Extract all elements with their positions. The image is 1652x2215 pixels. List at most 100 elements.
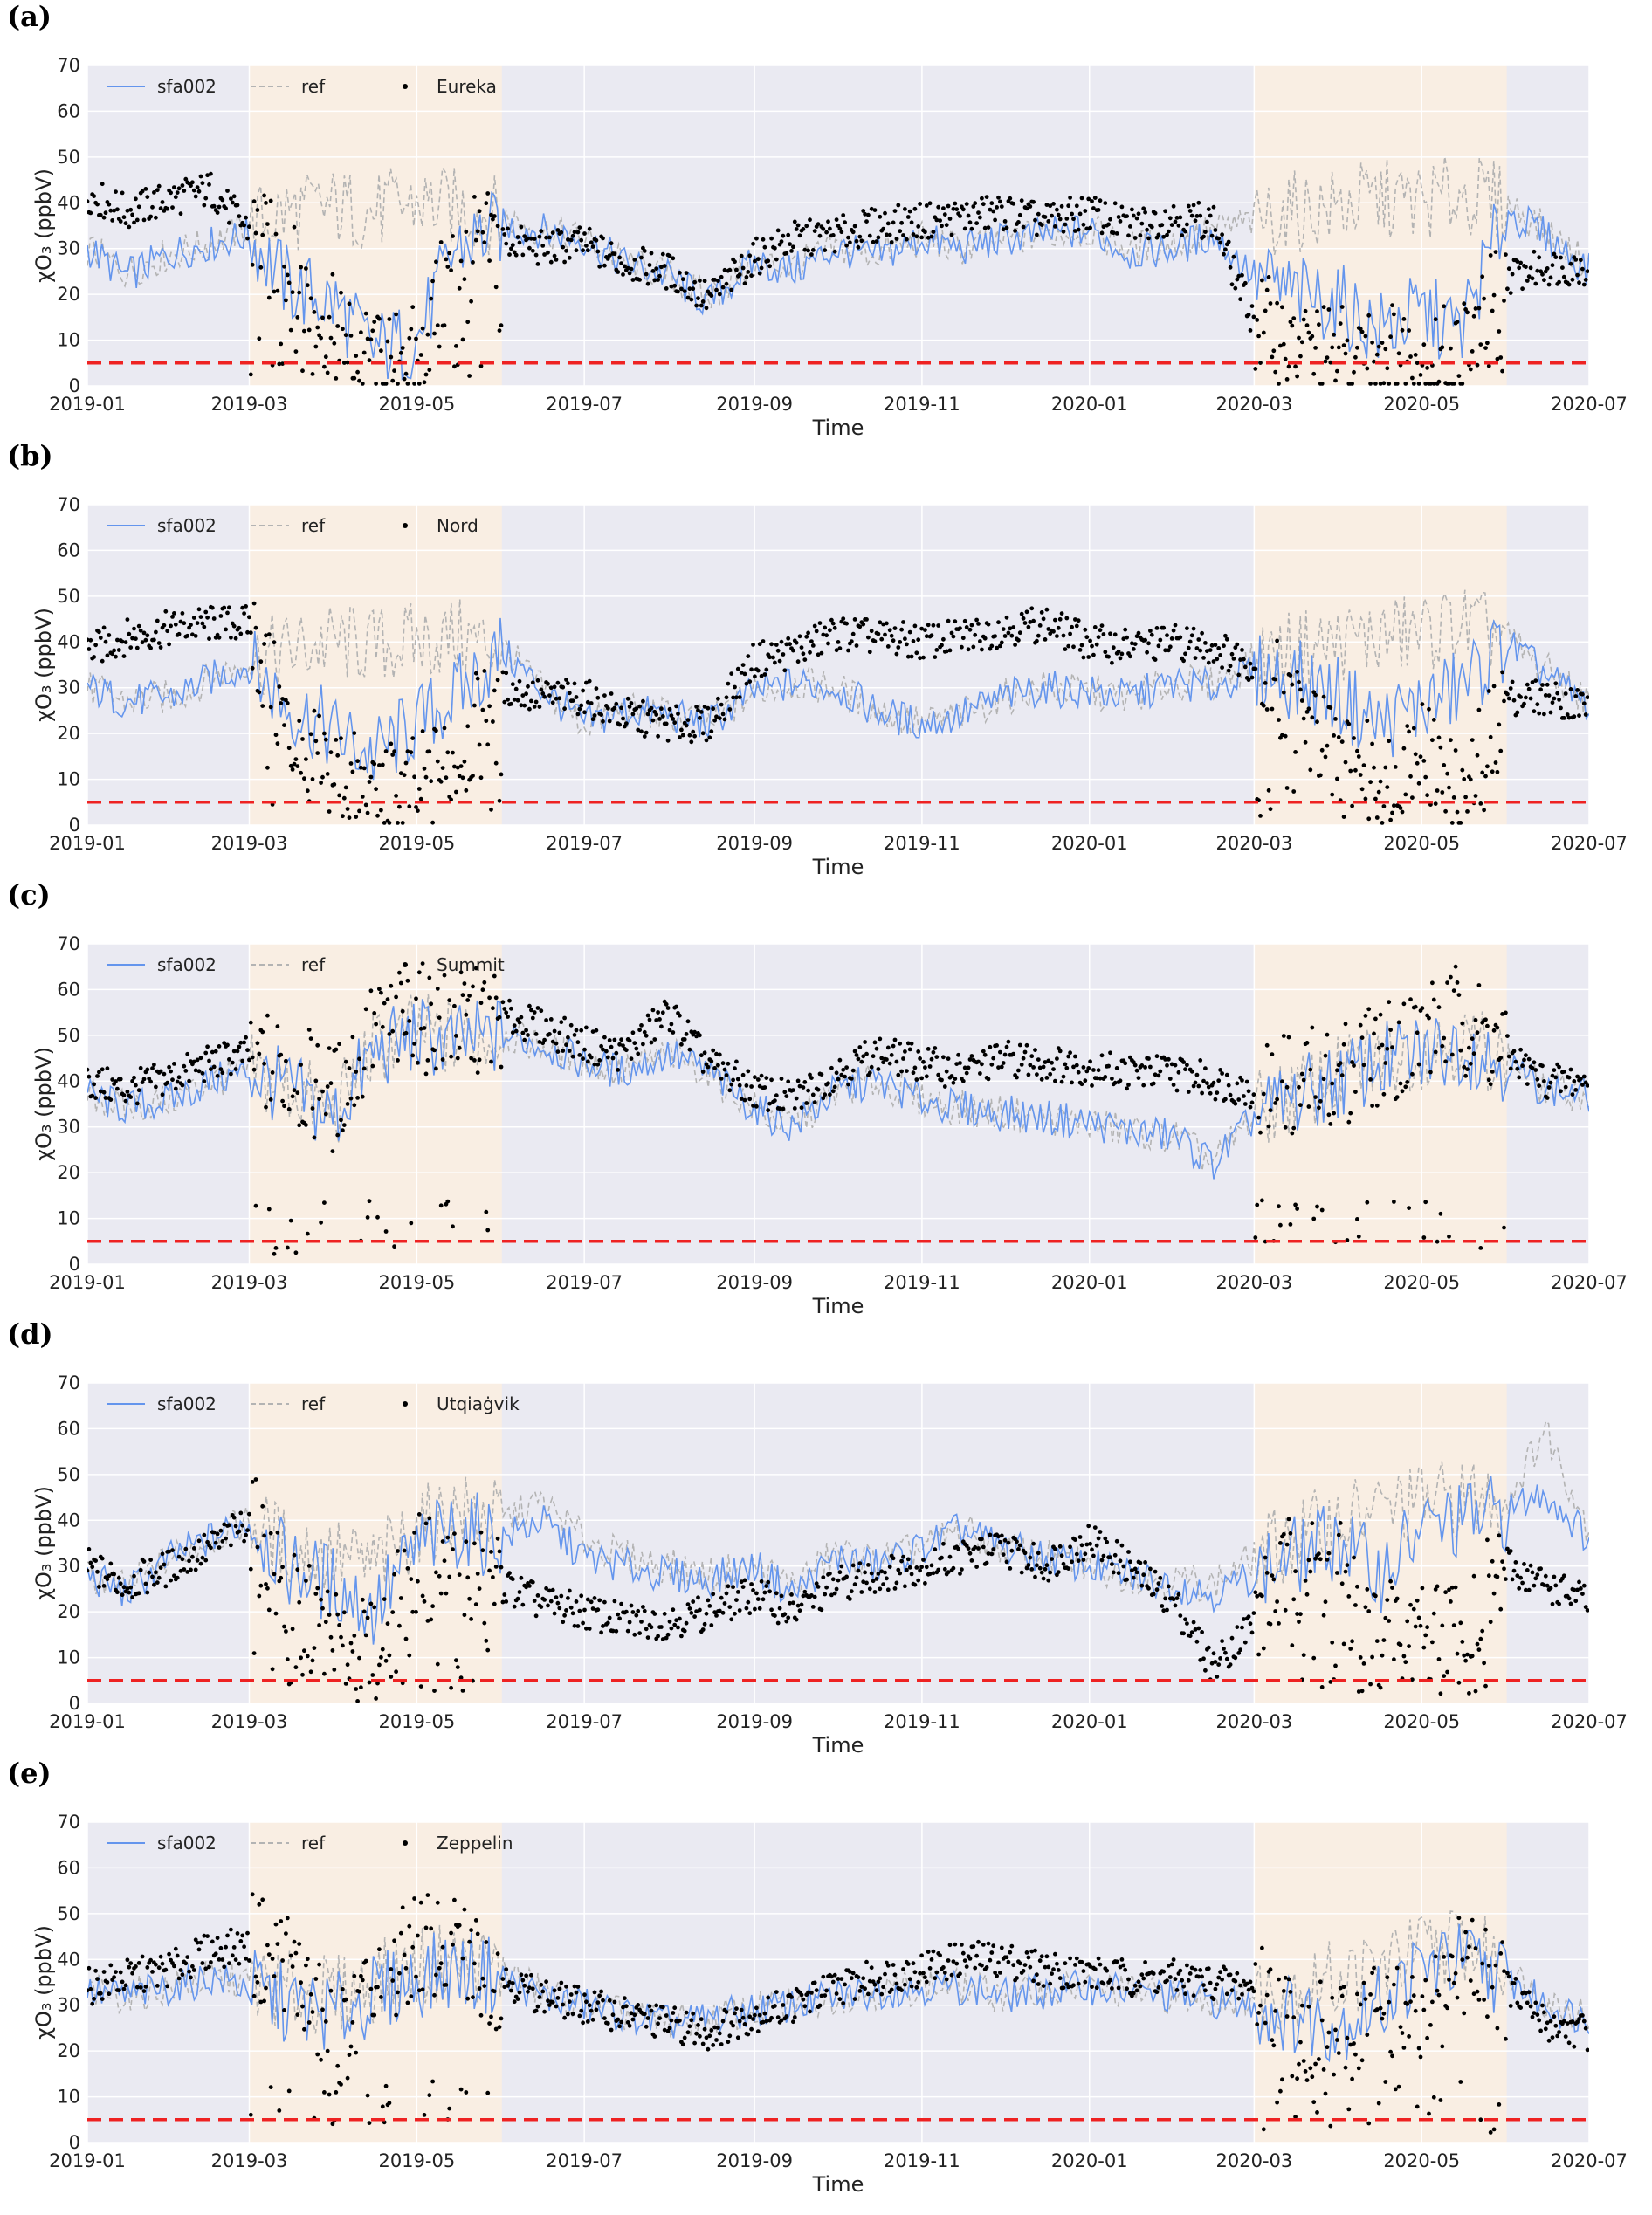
obs-point (625, 265, 630, 271)
obs-point (1057, 1544, 1063, 1549)
obs-point (921, 1558, 926, 1562)
obs-point (1533, 2000, 1538, 2005)
obs-point (264, 1985, 268, 1991)
obs-point (1206, 1966, 1211, 1971)
obs-point (1321, 2067, 1326, 2072)
obs-point (120, 1979, 125, 1985)
obs-point (343, 333, 348, 338)
obs-point (1076, 1070, 1081, 1075)
obs-point (1213, 228, 1218, 232)
obs-point (264, 1582, 268, 1586)
obs-point (844, 243, 849, 248)
series-ref (87, 589, 1589, 736)
obs-point (1405, 1080, 1410, 1084)
obs-point (647, 263, 652, 267)
obs-point (148, 214, 154, 219)
obs-point (1264, 707, 1270, 712)
obs-point (854, 1575, 859, 1580)
obs-point (469, 1056, 473, 1061)
obs-point (966, 1546, 971, 1551)
obs-point (1532, 249, 1537, 254)
obs-point (907, 1047, 912, 1052)
obs-point (260, 232, 265, 237)
obs-point (1306, 1558, 1311, 1563)
obs-point (97, 1070, 101, 1075)
obs-point (251, 601, 257, 606)
obs-point (1333, 378, 1338, 383)
obs-point (1533, 281, 1538, 286)
obs-point (1390, 2053, 1394, 2059)
obs-point (280, 1098, 285, 1104)
obs-point (926, 1047, 931, 1051)
obs-point (605, 1055, 610, 1060)
obs-point (657, 1017, 662, 1022)
obs-point (354, 815, 359, 819)
obs-point (1203, 230, 1208, 234)
y-tick-label: 10 (57, 2087, 80, 2108)
obs-point (1136, 1979, 1141, 1985)
obs-point (506, 226, 510, 231)
obs-point (1016, 1068, 1021, 1073)
obs-point (784, 251, 789, 256)
obs-point (191, 1059, 196, 1064)
obs-point (1286, 1035, 1291, 1040)
obs-point (1368, 1992, 1373, 1997)
obs-point (1343, 351, 1348, 356)
obs-point (1161, 234, 1167, 239)
obs-point (1216, 236, 1222, 241)
obs-point (916, 637, 921, 643)
obs-point (434, 1972, 438, 1978)
obs-point (1381, 804, 1387, 808)
obs-point (819, 1993, 824, 1998)
obs-point (105, 1577, 110, 1582)
obs-point (1183, 229, 1187, 234)
obs-point (526, 684, 530, 689)
obs-point (110, 218, 115, 223)
y-tick-label: 70 (57, 933, 80, 954)
obs-point (684, 723, 689, 728)
obs-point (989, 643, 995, 649)
obs-point (689, 297, 694, 302)
obs-point (1098, 1076, 1103, 1081)
obs-point (1505, 286, 1510, 292)
obs-point (872, 208, 878, 213)
obs-point (1416, 1062, 1421, 1067)
obs-point (864, 219, 869, 224)
obs-point (940, 1555, 944, 1560)
obs-point (1286, 364, 1291, 369)
panel-label: (a) (7, 0, 52, 33)
obs-point (883, 632, 887, 637)
series-utqiaġvik (87, 1477, 1589, 1703)
obs-point (1577, 1579, 1581, 1585)
obs-point (1405, 724, 1410, 728)
shaded-period-0 (249, 1383, 502, 1703)
obs-point (901, 1967, 905, 1971)
obs-point (526, 1033, 530, 1037)
obs-point (674, 1618, 678, 1623)
obs-point (627, 271, 632, 276)
obs-point (130, 1595, 135, 1599)
obs-point (460, 775, 465, 781)
obs-point (422, 1599, 427, 1604)
obs-point (709, 293, 714, 299)
obs-point (1577, 2017, 1581, 2021)
obs-point (1004, 1044, 1009, 1049)
obs-point (1383, 347, 1388, 352)
obs-point (487, 1568, 492, 1573)
obs-point (579, 1593, 584, 1599)
obs-point (1266, 275, 1271, 279)
obs-point (1235, 642, 1240, 647)
obs-point (1566, 715, 1572, 720)
obs-point (222, 1522, 227, 1527)
obs-point (248, 1020, 253, 1025)
obs-point (1059, 1079, 1064, 1084)
obs-point (495, 1951, 500, 1957)
obs-point (755, 257, 761, 262)
obs-point (313, 344, 319, 349)
obs-point (130, 1971, 135, 1976)
obs-point (1156, 1985, 1161, 1990)
obs-point (467, 374, 472, 378)
obs-point (202, 624, 207, 629)
obs-point (784, 1619, 789, 1624)
obs-point (716, 279, 720, 283)
